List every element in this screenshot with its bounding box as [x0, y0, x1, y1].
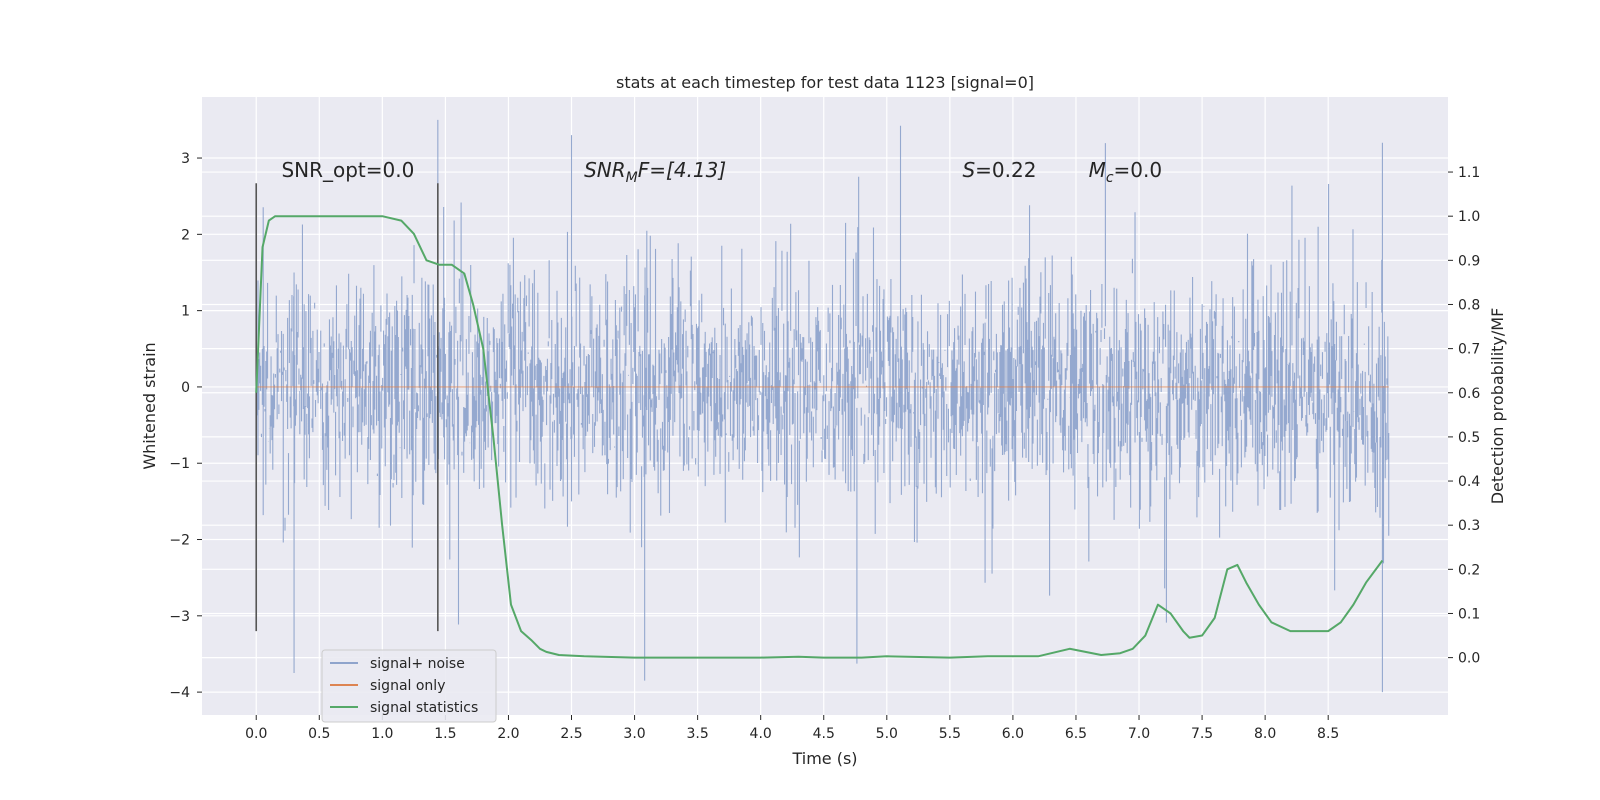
annotation-snr-mf-sub: M: [626, 170, 638, 186]
y2-tick-label: 0.9: [1458, 253, 1480, 269]
y-tick-label: 2: [181, 227, 190, 243]
y2-tick-label: 0.2: [1458, 562, 1480, 578]
y2-axis-label: Detection probability/MF: [1488, 308, 1507, 505]
chart-title: stats at each timestep for test data 112…: [616, 73, 1034, 92]
x-tick-label: 3.5: [686, 726, 708, 742]
x-tick-label: 8.5: [1317, 726, 1339, 742]
x-tick-label: 6.0: [1002, 726, 1024, 742]
signal-statistics-series: [255, 215, 1384, 659]
annotation-snr-opt: SNR_opt=0.0: [281, 158, 414, 182]
signal-statistics-line: [255, 215, 1384, 659]
x-axis-ticks: 0.0 0.5 1.0 1.5 2.0 2.5 3.0 3.5 4.0 4.5 5.0 5.5 6.0 6…: [245, 715, 1339, 742]
annotation-snr-mf-snr: SNR: [584, 158, 626, 182]
y-axis-label: Whitened strain: [140, 342, 159, 469]
x-tick-label: 1.0: [371, 726, 393, 742]
x-tick-label: 4.0: [750, 726, 772, 742]
annotation-mc-symbol: M: [1089, 158, 1106, 182]
y2-tick-label: 0.1: [1458, 606, 1480, 622]
x-tick-label: 0.5: [308, 726, 330, 742]
annotation-snr-mf: SNRMF=[4.13]: [584, 158, 726, 186]
y2-tick-label: 1.0: [1458, 209, 1480, 225]
x-tick-label: 5.5: [939, 726, 961, 742]
annotation-s: S=0.22: [962, 158, 1036, 182]
y2-tick-label: 0.8: [1458, 297, 1480, 313]
x-tick-label: 1.5: [434, 726, 456, 742]
x-tick-label: 7.5: [1191, 726, 1213, 742]
y2-tick-label: 0.0: [1458, 651, 1480, 667]
y-tick-label: −2: [169, 533, 190, 549]
x-tick-label: 0.0: [245, 726, 267, 742]
legend-label-signal-noise: signal+ noise: [370, 656, 465, 672]
x-tick-label: 8.0: [1254, 726, 1276, 742]
legend-box: [321, 649, 497, 723]
annotation-mc: Mc=0.0: [1089, 158, 1163, 186]
y-tick-label: −3: [169, 609, 190, 625]
x-tick-label: 2.0: [497, 726, 519, 742]
y-tick-label: 0: [181, 380, 190, 396]
x-tick-label: 3.0: [623, 726, 645, 742]
y2-tick-label: 0.4: [1458, 474, 1480, 490]
y2-tick-label: 0.6: [1458, 386, 1480, 402]
annotation-mc-sub: c: [1106, 170, 1114, 186]
y2-tick-label: 1.1: [1458, 165, 1480, 181]
annotation-s-symbol: S: [962, 158, 975, 182]
x-tick-label: 4.5: [813, 726, 835, 742]
legend-label-signal-statistics: signal statistics: [370, 700, 478, 716]
annotations: SNR_opt=0.0 SNRMF=[4.13] S=0.22 Mc=0.0: [281, 158, 1162, 186]
y2-tick-label: 0.3: [1458, 518, 1480, 534]
y2-axis-ticks: 1.1 1.0 0.9 0.8 0.7 0.6 0.5 0.4 0.3 0.2 0.1 0.0: [1448, 165, 1480, 667]
annotation-s-value: =0.22: [975, 158, 1036, 182]
annotation-mc-value: =0.0: [1114, 158, 1163, 182]
annotation-snr-mf-value: F=[4.13]: [638, 158, 726, 182]
y-axis-ticks: 3 2 1 0 −1 −2 −3 −4: [169, 151, 202, 701]
legend: signal+ noise signal only signal statist…: [321, 649, 497, 723]
x-tick-label: 2.5: [560, 726, 582, 742]
x-axis-label: Time (s): [791, 749, 857, 768]
y-tick-label: −1: [169, 456, 190, 472]
x-tick-label: 7.0: [1128, 726, 1150, 742]
y-tick-label: 3: [181, 151, 190, 167]
marker-lines: [255, 183, 439, 632]
x-tick-label: 5.0: [876, 726, 898, 742]
y-tick-label: −4: [169, 685, 190, 701]
y2-tick-label: 0.7: [1458, 342, 1480, 358]
legend-label-signal-only: signal only: [370, 678, 445, 694]
y-tick-label: 1: [181, 304, 190, 320]
y2-tick-label: 0.5: [1458, 430, 1480, 446]
x-tick-label: 6.5: [1065, 726, 1087, 742]
